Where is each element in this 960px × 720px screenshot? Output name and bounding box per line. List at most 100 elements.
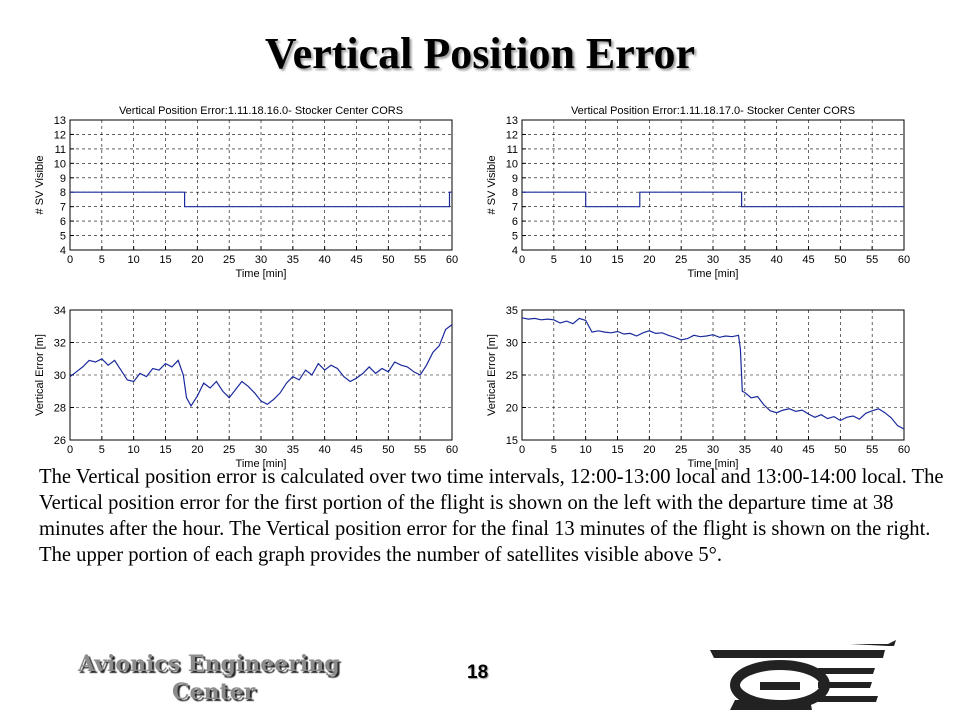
y-tick-label: 8: [512, 187, 518, 199]
series-line: [521, 317, 905, 430]
x-tick-label: 10: [580, 254, 592, 266]
y-tick-label: 30: [54, 370, 66, 382]
x-tick-label: 30: [707, 254, 719, 266]
y-tick-label: 25: [506, 370, 518, 382]
chart-svg: 0 5 10 15 20 25 30 35 40 45 50 55 6045678910111213Ve…: [34, 105, 458, 280]
x-tick-label: 30: [707, 444, 719, 456]
logo-line-1: Avionics Engineering: [78, 651, 340, 677]
y-tick-label: 30: [506, 338, 518, 350]
x-tick-label: 35: [739, 444, 751, 456]
x-tick-label: 20: [191, 254, 203, 266]
x-tick-label: 0: [67, 254, 73, 266]
x-tick-label: 25: [675, 254, 687, 266]
x-tick-label: 25: [223, 444, 235, 456]
avionics-engineering-center-logo: Avionics Engineering Center: [78, 650, 340, 706]
x-tick-label: 25: [675, 444, 687, 456]
x-tick-label: 15: [159, 444, 171, 456]
x-tick-label: 50: [382, 254, 394, 266]
x-tick-label: 60: [446, 444, 458, 456]
x-tick-label: 35: [287, 254, 299, 266]
y-tick-label: 12: [506, 129, 518, 141]
x-tick-label: 40: [771, 444, 783, 456]
y-tick-label: 4: [512, 245, 518, 257]
x-tick-label: 30: [255, 254, 267, 266]
y-tick-label: 26: [54, 435, 66, 447]
y-tick-label: 4: [60, 245, 66, 257]
page-number: 18: [467, 662, 489, 683]
x-axis-label: Time [min]: [236, 268, 287, 280]
x-tick-label: 10: [580, 444, 592, 456]
chart-svg: 0 5 10 15 20 25 30 35 40 45 50 55 60 26 28 30 32 34 Time […: [34, 305, 458, 470]
x-tick-label: 40: [771, 254, 783, 266]
x-tick-label: 0: [67, 444, 73, 456]
x-tick-label: 45: [350, 444, 362, 456]
series-line: [522, 191, 904, 208]
y-tick-label: 5: [60, 231, 66, 243]
x-axis-label: Time [min]: [236, 458, 287, 470]
x-tick-label: 5: [551, 254, 557, 266]
x-tick-label: 5: [551, 444, 557, 456]
series-line: [70, 191, 452, 208]
x-tick-label: 10: [128, 444, 140, 456]
y-tick-label: 10: [54, 158, 66, 170]
x-tick-label: 45: [350, 254, 362, 266]
x-tick-label: 50: [834, 444, 846, 456]
x-tick-label: 55: [866, 444, 878, 456]
y-tick-label: 15: [506, 435, 518, 447]
x-tick-label: 55: [414, 254, 426, 266]
y-tick-label: 7: [60, 202, 66, 214]
x-tick-label: 50: [382, 444, 394, 456]
y-tick-label: 11: [55, 144, 66, 156]
y-axis-label: Vertical Error [m]: [34, 334, 46, 416]
y-tick-label: 9: [512, 173, 518, 185]
sv-visible-chart-first-hour: 0 5 10 15 20 25 30 35 40 45 50 55 60 4 5 6 7 8 9 10 11 12 13 Ve…: [20, 100, 470, 285]
x-tick-label: 45: [802, 444, 814, 456]
x-tick-label: 5: [99, 444, 105, 456]
chart-title: Vertical Position Error:1.11.18.16.0- St…: [119, 105, 403, 117]
x-tick-label: 20: [643, 254, 655, 266]
x-tick-label: 15: [611, 444, 623, 456]
slide-title: Vertical Position Error: [264, 29, 696, 78]
y-tick-label: 13: [506, 115, 518, 127]
x-tick-label: 60: [898, 444, 910, 456]
y-tick-label: 8: [60, 187, 66, 199]
x-tick-label: 25: [223, 254, 235, 266]
chart-svg: 0 5 10 15 20 25 30 35 40 45 50 55 6045678910111213Ve…: [486, 105, 910, 280]
y-tick-label: 7: [512, 202, 518, 214]
x-tick-label: 60: [446, 254, 458, 266]
y-tick-label: 10: [506, 158, 518, 170]
x-axis-label: Time [min]: [688, 268, 739, 280]
x-tick-label: 30: [255, 444, 267, 456]
x-tick-label: 35: [287, 444, 299, 456]
y-tick-label: 6: [60, 216, 66, 228]
vertical-error-chart-first-hour: 0 5 10 15 20 25 30 35 40 45 50 55 60 26 28 30 32 34 Time […: [20, 290, 470, 475]
x-tick-label: 5: [99, 254, 105, 266]
y-tick-label: 11: [507, 144, 518, 156]
x-tick-label: 15: [611, 254, 623, 266]
x-tick-label: 55: [414, 444, 426, 456]
x-tick-label: 45: [802, 254, 814, 266]
vertical-error-chart-second-hour: 0 5 10 15 20 25 30 35 40 45 50 55 60 15 20 25 30 35 Time […: [472, 290, 922, 475]
x-tick-label: 20: [191, 444, 203, 456]
y-tick-label: 20: [506, 403, 518, 415]
y-tick-label: 32: [54, 338, 66, 350]
sv-visible-chart-second-hour: 0 5 10 15 20 25 30 35 40 45 50 55 60 4 5 6 7 8 9 10 11 12 13 Ve…: [472, 100, 922, 285]
x-tick-label: 35: [739, 254, 751, 266]
x-tick-label: 60: [898, 254, 910, 266]
description-paragraph: The Vertical position error is calculate…: [39, 466, 944, 566]
y-tick-label: 13: [54, 115, 66, 127]
y-axis-label: # SV Visible: [34, 155, 46, 214]
y-tick-label: 12: [54, 129, 66, 141]
x-tick-label: 20: [643, 444, 655, 456]
chart-title: Vertical Position Error:1.11.18.17.0- St…: [571, 105, 855, 117]
series-line: [69, 324, 453, 408]
logo-line-2: Center: [172, 679, 256, 705]
x-tick-label: 55: [866, 254, 878, 266]
y-tick-label: 34: [54, 305, 66, 317]
y-tick-label: 9: [60, 173, 66, 185]
x-axis-label: Time [min]: [688, 458, 739, 470]
y-tick-label: 6: [512, 216, 518, 228]
y-axis-label: Vertical Error [m]: [486, 334, 498, 416]
y-tick-label: 35: [506, 305, 518, 317]
